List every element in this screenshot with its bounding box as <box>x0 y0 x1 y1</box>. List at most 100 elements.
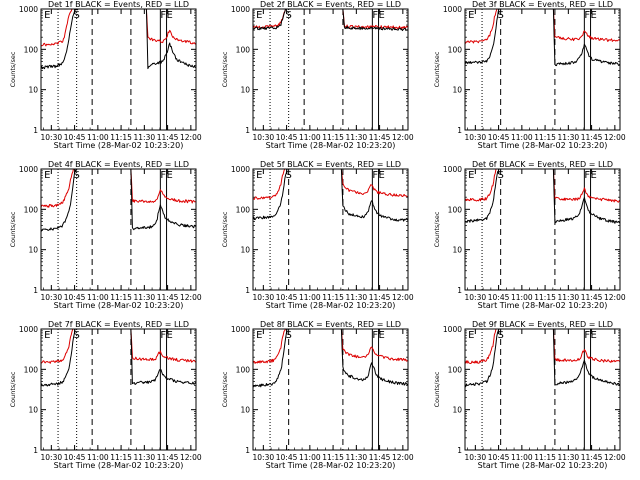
x-tick-label: 11:45 <box>581 133 603 142</box>
flag-label: S <box>498 170 504 181</box>
flag-label: E <box>379 170 385 181</box>
x-tick-label: 11:45 <box>157 453 179 462</box>
x-tick-label: 11:30 <box>134 133 156 142</box>
y-tick-label: 1 <box>33 446 38 455</box>
y-axis-label: Counts/sec <box>221 51 229 87</box>
y-tick-label: 100 <box>236 205 251 214</box>
x-tick-label: 11:15 <box>322 133 344 142</box>
x-tick-label: 11:15 <box>322 453 344 462</box>
x-tick-label: 10:30 <box>41 133 63 142</box>
y-axis-label: Counts/sec <box>9 51 17 87</box>
y-tick-label: 10 <box>28 86 38 95</box>
panel-det-5: Det 5f BLACK = Events, RED = LLD 1 10 100 10… <box>221 160 414 310</box>
flag-label: S <box>286 10 292 21</box>
x-tick-label: 10:30 <box>41 453 63 462</box>
panel-det-6: Det 6f BLACK = Events, RED = LLD 1 10 100 10… <box>433 160 626 310</box>
x-axis-label: Start Time (28-Mar-02 10:23:20) <box>478 301 608 310</box>
flag-label: F <box>372 330 378 341</box>
y-tick-label: 100 <box>236 45 251 54</box>
panel-title: Det 8f BLACK = Events, RED = LLD <box>260 320 401 329</box>
series-lld <box>253 329 408 364</box>
x-tick-label: 11:00 <box>511 133 533 142</box>
plot-frame <box>464 328 621 451</box>
x-tick-label: 11:45 <box>157 293 179 302</box>
y-tick-label: 1000 <box>231 165 250 174</box>
y-axis-label: Counts/sec <box>9 211 17 247</box>
y-tick-label: 10 <box>240 246 250 255</box>
panel-title: Det 5f BLACK = Events, RED = LLD <box>260 160 401 169</box>
x-tick-label: 11:30 <box>346 293 368 302</box>
x-tick-label: 11:00 <box>299 293 321 302</box>
y-tick-label: 1000 <box>231 325 250 334</box>
x-tick-label: 12:00 <box>392 453 414 462</box>
y-tick-label: 10 <box>240 86 250 95</box>
x-tick-label: 11:00 <box>87 453 109 462</box>
flag-label: F <box>160 330 166 341</box>
y-axis-label: Counts/sec <box>221 211 229 247</box>
x-tick-label: 11:30 <box>134 453 156 462</box>
x-tick-label: 12:00 <box>392 293 414 302</box>
y-tick-label: 1 <box>245 286 250 295</box>
flag-label: F <box>160 170 166 181</box>
y-tick-label: 1 <box>245 126 250 135</box>
y-tick-label: 1 <box>457 286 462 295</box>
x-tick-label: 10:45 <box>64 133 86 142</box>
flag-label: E <box>591 330 597 341</box>
flag-label: F <box>372 10 378 21</box>
flag-label: E <box>167 330 173 341</box>
x-tick-label: 11:15 <box>534 133 556 142</box>
series-lld <box>253 9 408 30</box>
x-tick-label: 10:45 <box>488 293 510 302</box>
y-axis-label: Counts/sec <box>9 371 17 407</box>
series-events <box>465 169 620 224</box>
y-axis-label: Counts/sec <box>433 211 441 247</box>
plot-frame <box>40 328 197 451</box>
x-tick-label: 11:15 <box>110 133 132 142</box>
series-lld <box>41 329 196 364</box>
series-events <box>41 169 196 233</box>
flag-label: E <box>44 170 50 181</box>
x-tick-label: 10:30 <box>253 133 275 142</box>
x-tick-label: 11:15 <box>534 293 556 302</box>
y-tick-label: 100 <box>236 365 251 374</box>
y-tick-label: 100 <box>24 205 39 214</box>
x-axis-label: Start Time (28-Mar-02 10:23:20) <box>54 461 184 470</box>
flag-label: S <box>74 330 80 341</box>
y-tick-label: 10 <box>240 406 250 415</box>
flag-label: E <box>468 330 474 341</box>
flag-label: E <box>44 330 50 341</box>
panel-title: Det 7f BLACK = Events, RED = LLD <box>48 320 189 329</box>
x-tick-label: 11:30 <box>134 293 156 302</box>
x-tick-label: 12:00 <box>604 453 626 462</box>
x-tick-label: 11:45 <box>581 453 603 462</box>
series-events <box>465 9 620 67</box>
y-tick-label: 1000 <box>19 325 38 334</box>
x-tick-label: 11:00 <box>299 133 321 142</box>
flag-label: S <box>498 330 504 341</box>
x-tick-label: 11:30 <box>558 133 580 142</box>
series-events <box>465 329 620 388</box>
flag-label: E <box>591 170 597 181</box>
x-tick-label: 11:00 <box>511 453 533 462</box>
y-tick-label: 1000 <box>443 5 462 14</box>
x-tick-label: 11:30 <box>558 293 580 302</box>
flag-label: E <box>167 170 173 181</box>
x-axis-label: Start Time (28-Mar-02 10:23:20) <box>478 141 608 150</box>
plot-frame <box>252 168 409 291</box>
series-lld <box>41 9 196 47</box>
flag-label: S <box>286 170 292 181</box>
x-tick-label: 11:15 <box>534 453 556 462</box>
y-tick-label: 10 <box>28 406 38 415</box>
x-tick-label: 11:00 <box>299 453 321 462</box>
x-axis-label: Start Time (28-Mar-02 10:23:20) <box>54 141 184 150</box>
panel-title: Det 9f BLACK = Events, RED = LLD <box>472 320 613 329</box>
y-tick-label: 10 <box>452 86 462 95</box>
flag-label: E <box>256 330 262 341</box>
y-tick-label: 100 <box>448 45 463 54</box>
x-tick-label: 12:00 <box>180 293 202 302</box>
x-tick-label: 10:30 <box>465 133 487 142</box>
x-tick-label: 11:30 <box>346 133 368 142</box>
series-lld <box>253 169 408 200</box>
x-tick-label: 10:45 <box>488 453 510 462</box>
